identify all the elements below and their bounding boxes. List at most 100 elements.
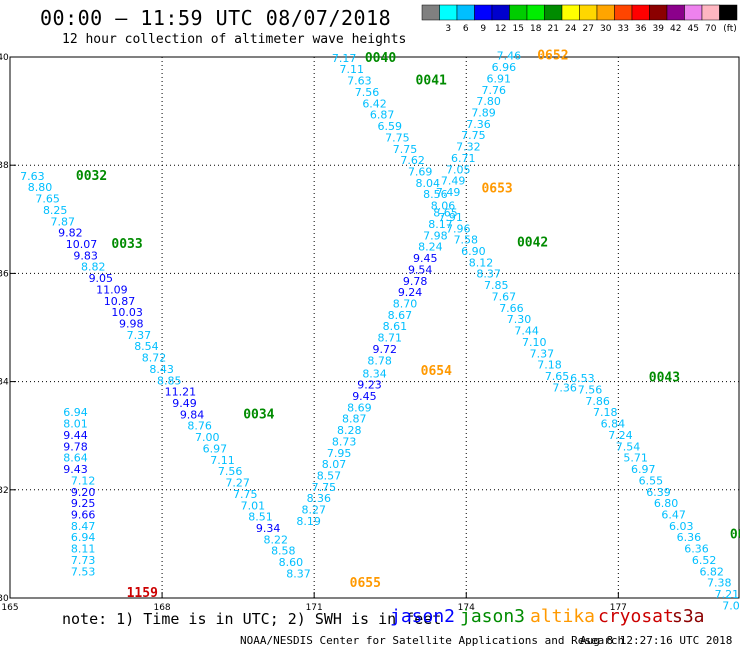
wave-height-value: 8.80 bbox=[28, 181, 53, 194]
track-time-label: 0655 bbox=[350, 576, 381, 591]
wave-height-value: 8.47 bbox=[71, 520, 96, 533]
wave-height-value: 7.91 bbox=[438, 211, 463, 224]
wave-height-value: 7.63 bbox=[347, 75, 372, 88]
wave-height-value: 8.34 bbox=[362, 367, 387, 380]
wave-height-value: 7.63 bbox=[20, 170, 45, 183]
x-tick-label: 174 bbox=[458, 603, 475, 613]
wave-height-value: 9.54 bbox=[408, 263, 433, 276]
wave-height-value: 7.75 bbox=[312, 481, 337, 494]
wave-height-value: 9.83 bbox=[73, 249, 98, 262]
wave-height-value: 7.75 bbox=[461, 129, 486, 142]
colorbar-label: 27 bbox=[583, 24, 594, 34]
colorbar-swatch bbox=[631, 4, 650, 21]
wave-height-value: 7.21 bbox=[715, 588, 740, 601]
wave-height-value: 8.17 bbox=[428, 218, 453, 231]
colorbar-label: 12 bbox=[495, 24, 506, 34]
wave-height-value: 9.43 bbox=[63, 463, 88, 476]
wave-height-value: 6.39 bbox=[646, 486, 671, 499]
wave-height-value: 9.49 bbox=[172, 397, 197, 410]
satellite-legend-item: altika bbox=[530, 606, 596, 627]
colorbar-label: 33 bbox=[618, 24, 629, 34]
wave-height-value: 6.42 bbox=[362, 97, 387, 110]
wave-height-value: 8.82 bbox=[81, 261, 106, 274]
colorbar-label: 9 bbox=[480, 24, 486, 34]
wave-height-value: 6.71 bbox=[451, 152, 476, 165]
colorbar-swatch bbox=[509, 4, 528, 21]
wave-height-value: 7.66 bbox=[499, 302, 524, 315]
wave-height-value: 8.11 bbox=[71, 543, 96, 556]
wave-height-value: 7.32 bbox=[456, 141, 481, 154]
wave-height-value: 8.70 bbox=[393, 297, 418, 310]
wave-height-value: 8.51 bbox=[248, 511, 273, 524]
footer-timestamp: Aug 8 12:27:16 UTC 2018 bbox=[580, 634, 733, 647]
wave-height-value: 7.18 bbox=[593, 406, 618, 419]
colorbar-swatch bbox=[474, 4, 493, 21]
wave-height-value: 8.12 bbox=[469, 256, 494, 269]
wave-height-value: 7.96 bbox=[446, 222, 471, 235]
wave-height-value: 6.94 bbox=[71, 531, 96, 544]
wave-height-value: 7.98 bbox=[423, 229, 448, 242]
wave-height-value: 9.84 bbox=[180, 408, 205, 421]
colorbar-swatch bbox=[719, 4, 738, 21]
wave-height-value: 7.00 bbox=[195, 431, 220, 444]
colorbar-label: 6 bbox=[463, 24, 469, 34]
colorbar-swatch bbox=[701, 4, 720, 21]
wave-height-value: 8.36 bbox=[307, 492, 332, 505]
colorbar-swatch bbox=[439, 4, 458, 21]
wave-height-value: 8.61 bbox=[383, 320, 408, 333]
wave-height-value: 6.36 bbox=[684, 543, 709, 556]
wave-height-value: 6.80 bbox=[654, 497, 679, 510]
track-time-label: 0034 bbox=[243, 407, 274, 422]
wave-height-value: 7.49 bbox=[441, 175, 466, 188]
wave-height-value: 8.72 bbox=[142, 352, 167, 365]
wave-height-value: 9.78 bbox=[63, 440, 88, 453]
wave-height-value: 8.37 bbox=[476, 268, 501, 281]
wave-height-value: 9.82 bbox=[58, 227, 83, 240]
wave-height-value: 10.03 bbox=[111, 306, 143, 319]
wave-height-value: 8.28 bbox=[337, 424, 362, 437]
wave-height-value: 8.78 bbox=[367, 354, 392, 367]
wave-height-value: 8.87 bbox=[342, 413, 367, 426]
wave-height-value: 7.69 bbox=[408, 165, 433, 178]
wave-height-value: 9.72 bbox=[372, 343, 397, 356]
wave-height-value: 9.44 bbox=[63, 429, 88, 442]
wave-height-value: 7.75 bbox=[385, 131, 410, 144]
track-time-label: 0032 bbox=[76, 169, 107, 184]
colorbar-label: 39 bbox=[653, 24, 665, 34]
wave-height-value: 7.17 bbox=[332, 52, 357, 65]
wave-height-value: 8.37 bbox=[286, 567, 311, 580]
wave-height-value: 6.55 bbox=[639, 474, 664, 487]
colorbar-label: 45 bbox=[688, 24, 699, 34]
colorbar-label: 24 bbox=[565, 24, 577, 34]
track-time-label: 0654 bbox=[421, 364, 452, 379]
wave-height-value: 7.12 bbox=[71, 474, 96, 487]
wave-height-value: 8.24 bbox=[418, 241, 443, 254]
wave-height-value: 6.97 bbox=[203, 442, 228, 455]
wave-height-value: 5.71 bbox=[623, 452, 648, 465]
wave-height-value: 7.89 bbox=[471, 107, 496, 120]
wave-height-value: 7.62 bbox=[400, 154, 425, 167]
x-tick-label: 171 bbox=[306, 603, 323, 613]
wave-height-value: 9.25 bbox=[71, 497, 96, 510]
wave-height-value: 8.54 bbox=[134, 340, 159, 353]
colorbar-swatch bbox=[421, 4, 440, 21]
colorbar-label: 42 bbox=[670, 24, 681, 34]
wave-height-value: 9.45 bbox=[413, 252, 438, 265]
wave-height-value: 6.03 bbox=[669, 520, 694, 533]
track-time-label: 0042 bbox=[517, 235, 548, 250]
colorbar-label: 3 bbox=[445, 24, 451, 34]
colorbar-swatch bbox=[561, 4, 580, 21]
wave-height-value: 8.07 bbox=[322, 458, 347, 471]
wave-height-value: 10.87 bbox=[104, 295, 136, 308]
wave-height-value: 7.49 bbox=[436, 186, 461, 199]
wave-height-value: 7.75 bbox=[393, 143, 418, 156]
wave-height-value: 7.65 bbox=[35, 193, 60, 206]
y-tick-label: 34 bbox=[0, 378, 9, 388]
wave-height-value: 8.25 bbox=[43, 204, 67, 217]
wave-height-value: 7.56 bbox=[218, 465, 243, 478]
plot-frame bbox=[9, 56, 740, 599]
wave-height-value: 7.56 bbox=[355, 86, 380, 99]
colorbar-label: 21 bbox=[548, 24, 559, 34]
colorbar-swatch bbox=[684, 4, 703, 21]
wave-height-value: 9.98 bbox=[119, 318, 144, 331]
